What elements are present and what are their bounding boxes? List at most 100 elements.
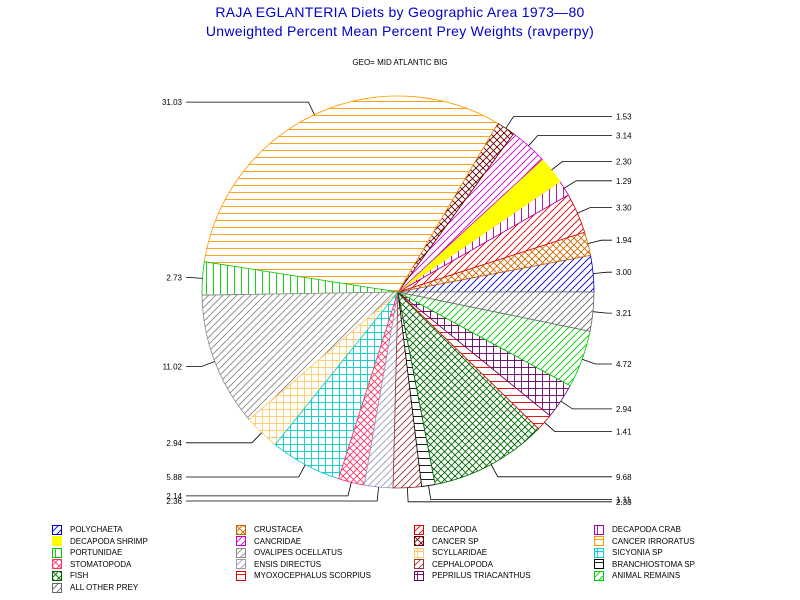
slice-label: 5.88 xyxy=(166,473,182,482)
legend-swatch xyxy=(594,570,604,581)
slice-label: 2.33 xyxy=(616,498,632,507)
legend-swatch xyxy=(236,536,246,547)
leader-line xyxy=(186,464,306,478)
legend-label: PORTUNIDAE xyxy=(70,548,123,558)
slice-label: 9.68 xyxy=(616,473,632,482)
leader-line xyxy=(587,239,612,244)
legend-item-animal-remains: ANIMAL REMAINS xyxy=(594,570,680,581)
legend-label: DECAPODA CRAB xyxy=(612,525,681,534)
legend-label: STOMATOPODA xyxy=(70,559,132,569)
legend-item-sicyonia-sp: SICYONIA SP xyxy=(594,547,663,558)
legend-swatch xyxy=(236,547,246,558)
legend-label: ENSIS DIRECTUS xyxy=(254,559,322,569)
legend-item-polychaeta: POLYCHAETA xyxy=(52,524,123,535)
leader-line xyxy=(593,271,612,274)
legend-item-ovalipes-ocellatus: OVALIPES OCELLATUS xyxy=(236,547,342,558)
leader-line xyxy=(186,361,215,367)
legend-swatch xyxy=(52,570,62,581)
leader-line xyxy=(186,276,203,279)
slice-label: 4.72 xyxy=(616,360,632,369)
leader-line xyxy=(428,485,612,500)
leader-line xyxy=(563,180,612,189)
legend-item-stomatopoda: STOMATOPODA xyxy=(52,559,131,570)
legend-label: SCYLLARIDAE xyxy=(432,548,488,558)
legend-item-cancer-sp: CANCER SP xyxy=(414,536,479,547)
slice-label: 1.94 xyxy=(616,236,632,245)
legend-label: CRUSTACEA xyxy=(254,525,303,534)
legend-label: CANCER SP xyxy=(432,536,479,546)
legend-label: CANCER IRRORATUS xyxy=(612,536,695,546)
leader-line xyxy=(505,116,612,129)
pie-chart: 3.00 1.94 3.30 1.29 2.30 3.14 1.53 31.03 2.73 11.… xyxy=(162,95,632,507)
legend-label: CANCRIDAE xyxy=(254,536,302,546)
legend-swatch xyxy=(414,547,424,558)
legend-swatch xyxy=(236,524,246,535)
leader-line xyxy=(490,464,612,478)
legend-swatch xyxy=(594,536,604,547)
geo-label: GEO= MID ATLANTIC BIG xyxy=(352,58,448,67)
legend-swatch xyxy=(52,536,62,547)
pie-slice-cancer-irroratus xyxy=(203,95,499,293)
legend-item-crustacea: CRUSTACEA xyxy=(236,524,303,535)
legend-swatch xyxy=(594,547,604,558)
legend-swatch xyxy=(236,570,246,581)
legend-swatch xyxy=(414,536,424,547)
slice-label: 3.00 xyxy=(616,268,632,277)
leader-line xyxy=(186,101,315,115)
slice-label: 3.21 xyxy=(616,309,632,318)
legend-item-decapoda: DECAPODA xyxy=(414,524,477,535)
slice-label: 31.03 xyxy=(162,98,183,107)
legend-swatch xyxy=(52,559,62,570)
legend-swatch xyxy=(52,524,62,535)
legend-swatch xyxy=(414,559,424,570)
slice-label: 2.94 xyxy=(616,405,632,414)
legend-item-all-other-prey: ALL OTHER PREY xyxy=(52,582,138,593)
legend-label: OVALIPES OCELLATUS xyxy=(254,548,343,558)
slice-label: 1.53 xyxy=(616,113,632,122)
legend-item-portunidae: PORTUNIDAE xyxy=(52,547,122,558)
slice-label: 2.14 xyxy=(166,492,182,501)
legend-item-cancer-irroratus: CANCER IRRORATUS xyxy=(594,536,695,547)
legend-item-ensis-directus: ENSIS DIRECTUS xyxy=(236,559,321,570)
slice-label: 1.41 xyxy=(616,428,632,437)
leader-line xyxy=(186,486,379,502)
legend-item-peprilus-triacanthus: PEPRILUS TRIACANTHUS xyxy=(414,570,531,581)
legend-item-decapoda-shrimp: DECAPODA SHRIMP xyxy=(52,536,148,547)
legend-swatch xyxy=(236,559,246,570)
legend-swatch xyxy=(52,547,62,558)
slice-label: 3.30 xyxy=(616,204,632,213)
leader-line xyxy=(186,482,352,497)
leader-line xyxy=(551,160,612,171)
legend-label: BRANCHIOSTOMA SP xyxy=(612,559,695,569)
legend-item-cancridae: CANCRIDAE xyxy=(236,536,301,547)
legend-item-fish: FISH xyxy=(52,570,88,581)
leader-line xyxy=(577,207,612,214)
legend-item-scyllaridae: SCYLLARIDAE xyxy=(414,547,487,558)
leader-line xyxy=(560,400,612,410)
legend-item-branchiostoma-sp: BRANCHIOSTOMA SP xyxy=(594,559,695,570)
legend-swatch xyxy=(594,559,604,570)
legend-label: DECAPODA xyxy=(432,525,477,534)
leader-line xyxy=(544,422,612,433)
legend-item-myoxocephalus-scorpius: MYOXOCEPHALUS SCORPIUS xyxy=(236,570,371,581)
chart-subtitle: Unweighted Percent Mean Percent Prey Wei… xyxy=(205,23,595,39)
legend-label: FISH xyxy=(70,571,89,581)
slice-label: 2.73 xyxy=(166,273,182,282)
legend-swatch xyxy=(414,570,424,581)
leader-line xyxy=(186,432,262,444)
chart-title: RAJA EGLANTERIA Diets by Geographic Area… xyxy=(215,4,585,20)
leader-line xyxy=(581,358,612,365)
legend-swatch xyxy=(594,524,604,535)
leader-line xyxy=(407,487,612,503)
slice-label: 3.14 xyxy=(616,131,632,140)
legend-label: SICYONIA SP xyxy=(612,548,663,558)
slice-label: 1.29 xyxy=(616,177,632,186)
pie-slice-fish xyxy=(397,290,540,485)
slice-label: 2.94 xyxy=(166,439,182,448)
leader-line xyxy=(592,311,612,314)
slice-label: 2.36 xyxy=(166,497,182,506)
pie-slice-ovalipes-ocellatus xyxy=(201,291,400,421)
slice-label: 11.02 xyxy=(163,362,183,371)
legend-label: MYOXOCEPHALUS SCORPIUS xyxy=(254,571,371,581)
leader-line xyxy=(528,134,612,147)
